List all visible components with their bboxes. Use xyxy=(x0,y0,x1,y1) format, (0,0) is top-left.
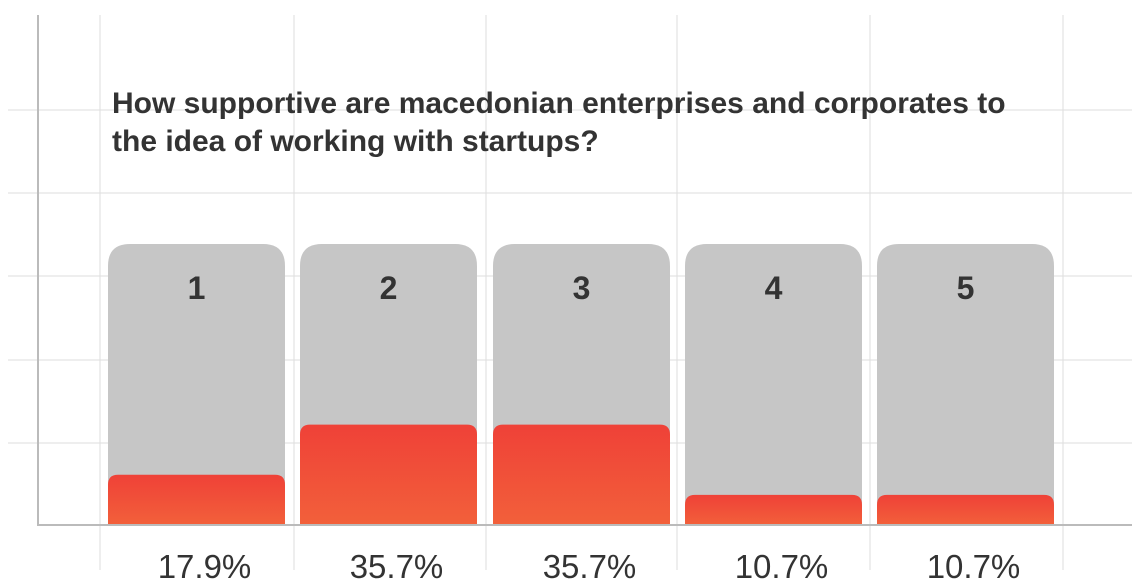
category-label-3: 3 xyxy=(573,270,591,306)
chart-title-line-2: the idea of working with startups? xyxy=(112,125,599,158)
value-label-3: 35.7% xyxy=(543,548,637,579)
bars xyxy=(108,244,1054,525)
bar-fill-3 xyxy=(493,424,670,525)
bar-fill-5 xyxy=(877,494,1054,525)
bar-track-4 xyxy=(685,244,862,525)
value-label-2: 35.7% xyxy=(350,548,444,579)
category-label-5: 5 xyxy=(957,270,975,306)
value-label-4: 10.7% xyxy=(735,548,829,579)
category-label-2: 2 xyxy=(380,270,398,306)
bar-fill-1 xyxy=(108,474,285,525)
axes xyxy=(37,15,1132,526)
bar-fill-2 xyxy=(300,424,477,525)
labels: 1 17.9% 2 35.7% 3 35.7% 4 10.7% 5 10.7% xyxy=(158,270,1021,579)
bar-track-1 xyxy=(108,244,285,525)
value-label-1: 17.9% xyxy=(158,548,252,579)
bar-fill-4 xyxy=(685,494,862,525)
category-label-1: 1 xyxy=(188,270,206,306)
value-label-5: 10.7% xyxy=(927,548,1021,579)
category-label-4: 4 xyxy=(765,270,783,306)
chart-title-line-1: How supportive are macedonian enterprise… xyxy=(112,87,1006,120)
bar-track-5 xyxy=(877,244,1054,525)
